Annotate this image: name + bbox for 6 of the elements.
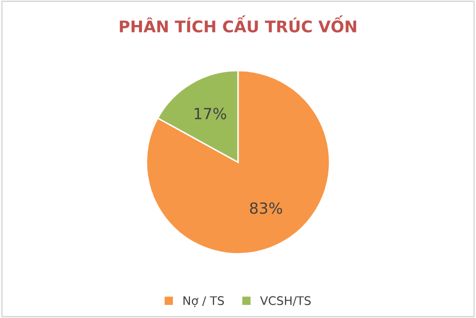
data-label: 83% bbox=[250, 202, 282, 214]
data-label: 17% bbox=[194, 108, 226, 120]
legend-label: Nợ / TS bbox=[183, 296, 224, 308]
chart-title: PHÂN TÍCH CẤU TRÚC VỐN bbox=[120, 15, 356, 32]
legend-label: VCSH/TS bbox=[260, 296, 311, 306]
pie-slice bbox=[146, 70, 330, 254]
